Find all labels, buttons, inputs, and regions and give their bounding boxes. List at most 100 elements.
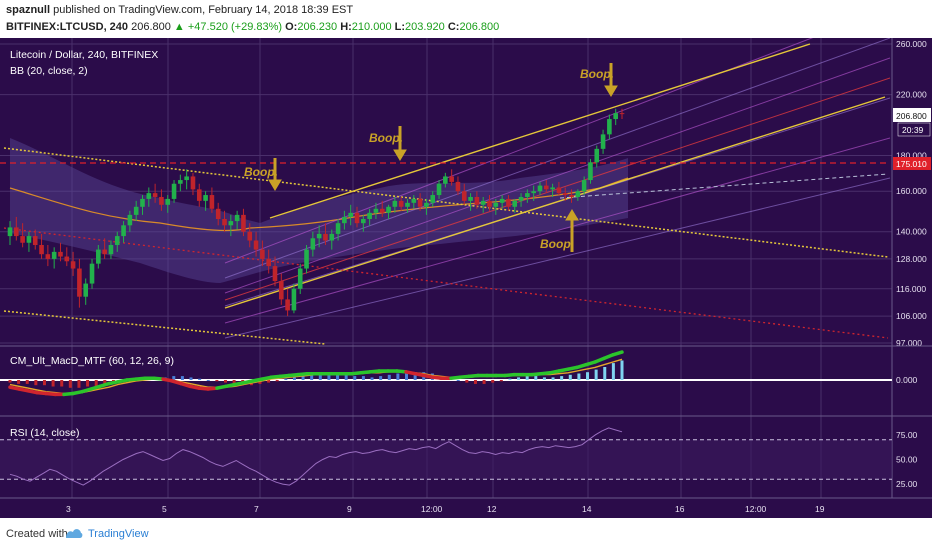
published-text: published on TradingView.com, February 1… <box>53 4 354 16</box>
candle-body <box>222 219 227 226</box>
macd-histogram-bar <box>508 378 512 380</box>
candle-body <box>323 233 328 241</box>
rsi-bands <box>0 439 892 480</box>
candle-body <box>443 176 448 184</box>
macd-histogram-bar <box>517 377 521 380</box>
macd-histogram-bar <box>172 376 176 380</box>
candle-body <box>7 227 13 237</box>
candle-body <box>342 216 347 224</box>
macd-histogram-bar <box>86 380 90 387</box>
candle-body <box>607 119 612 135</box>
author-name[interactable]: spaznull <box>6 4 51 16</box>
candle-body <box>184 176 189 181</box>
candle-body <box>266 258 271 267</box>
tradingview-brand-link[interactable]: TradingView <box>88 528 149 540</box>
price-change: ▲ +47.520 (+29.83%) <box>173 21 283 33</box>
macd-histogram-bar <box>292 377 296 380</box>
macd-histogram-bar <box>491 380 495 383</box>
candle-body <box>133 206 139 215</box>
macd-histogram-bar <box>180 376 184 380</box>
candle-body <box>493 202 499 207</box>
bollinger-band-fill <box>10 138 628 283</box>
price-tick-label: 180.000 <box>896 151 927 161</box>
candle-body <box>474 196 480 205</box>
candle-body <box>146 193 152 199</box>
macd-histogram-bar <box>413 372 417 380</box>
candle-body <box>260 249 265 259</box>
candle-body <box>316 233 322 239</box>
candle-body <box>247 231 253 241</box>
candle-body <box>518 196 524 201</box>
rsi-tick-label: 25.00 <box>896 479 918 489</box>
candle-body <box>531 191 536 194</box>
close-label: C: <box>447 21 460 33</box>
macd-histogram-bar <box>405 373 409 380</box>
candle-body <box>417 198 423 207</box>
macd-histogram-bar <box>68 380 72 388</box>
macd-histogram-bar <box>327 373 331 380</box>
macd-histogram-bar <box>60 380 64 387</box>
candle-body <box>291 288 297 311</box>
rsi-tick-label: 75.00 <box>896 430 918 440</box>
tradingview-logo-icon[interactable] <box>64 526 84 540</box>
close-value: 206.800 <box>459 21 500 33</box>
macd-histogram-bar <box>223 380 227 383</box>
symbol-label: BITFINEX:LTCUSD, 240 <box>6 21 129 33</box>
candle-body <box>64 256 70 262</box>
main-chart-title: Litecoin / Dollar, 240, BITFINEX <box>10 49 158 61</box>
open-label: O: <box>285 21 298 33</box>
candle-body <box>171 183 177 199</box>
annotation-label: Boop. <box>580 67 614 81</box>
macd-histogram-bar <box>344 374 348 380</box>
candle-body <box>348 212 354 217</box>
candle-body <box>556 187 562 194</box>
annotation-label: Boop. <box>540 237 574 251</box>
price-tick-label: 140.000 <box>896 227 927 237</box>
macd-histogram-bar <box>8 380 12 383</box>
macd-histogram-bar <box>396 373 400 380</box>
candle-body <box>424 202 429 207</box>
candle-body <box>83 283 89 297</box>
macd-histogram-bar <box>232 380 236 384</box>
macd-histogram-bar <box>586 372 590 380</box>
price-tick-label: 160.000 <box>896 186 927 196</box>
level-badge: 175.010 <box>893 157 931 170</box>
macd-histogram-bar <box>603 367 607 380</box>
candle-body <box>114 236 120 246</box>
candle-body <box>241 214 246 232</box>
price-tick-label: 220.000 <box>896 90 927 100</box>
candle-body <box>449 176 454 182</box>
macd-histogram-bar <box>198 378 202 380</box>
time-tick-label: 5 <box>162 504 167 514</box>
annotation-label: Boop. <box>244 165 278 179</box>
macd-histogram-bar <box>301 376 305 380</box>
candle-body <box>159 196 164 205</box>
candle-body <box>329 233 335 241</box>
candle-body <box>392 200 398 207</box>
macd-histogram-bar <box>551 377 555 380</box>
macd-histogram-bar <box>594 369 598 380</box>
candle-body <box>379 208 385 213</box>
low-value: 203.920 <box>405 21 445 33</box>
chart-canvas[interactable]: Boop. Boop. Boop. Boop. Litecoin / Dolla… <box>0 38 932 518</box>
candle-body <box>196 189 202 201</box>
macd-line-segment <box>611 350 624 357</box>
price-tick-label: 128.000 <box>896 254 927 264</box>
macd-histogram-bar <box>525 376 529 380</box>
candle-body <box>127 214 133 226</box>
macd-histogram-bar <box>284 378 288 380</box>
candle-body <box>253 240 259 250</box>
annotation-arrows <box>268 63 618 252</box>
time-tick-label: 14 <box>582 504 592 514</box>
candle-body <box>209 195 215 209</box>
candle-body <box>594 148 600 163</box>
macd-histogram-bar <box>353 376 357 380</box>
candle-body <box>588 162 593 181</box>
time-tick-label: 12:00 <box>421 504 443 514</box>
macd-histogram-bar <box>577 373 581 380</box>
macd-histogram-bar <box>34 380 38 386</box>
macd-histogram-bar <box>51 380 55 387</box>
low-label: L: <box>394 21 406 33</box>
time-tick-label: 3 <box>66 504 71 514</box>
time-tick-label: 12:00 <box>745 504 767 514</box>
